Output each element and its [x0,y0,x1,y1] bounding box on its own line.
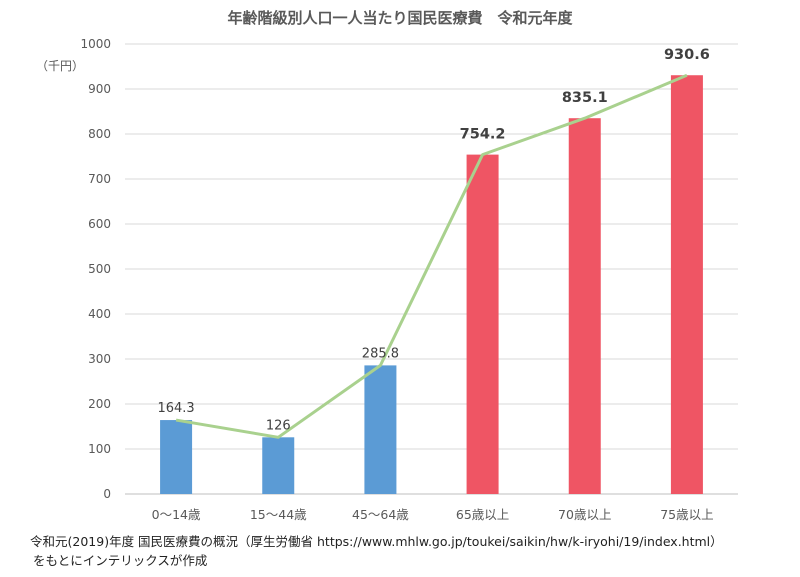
y-tick-label: 800 [88,127,111,141]
y-tick-label: 0 [103,487,111,501]
source-note: 令和元(2019)年度 国民医療費の概況（厚生労働省 https://www.m… [30,532,723,570]
y-tick-label: 100 [88,442,111,456]
source-note-line-1: 令和元(2019)年度 国民医療費の概況（厚生労働省 https://www.m… [30,534,723,549]
bar-2 [364,365,397,494]
y-axis-ticks: 0 100 200 300 400 500 600 700 800 900 1000 [80,37,111,501]
x-tick-label: 65歳以上 [456,507,509,522]
data-label: 930.6 [664,47,710,63]
data-label: 126 [266,418,291,433]
y-tick-label: 600 [88,217,111,231]
chart-title: 年齢階級別人口一人当たり国民医療費 令和元年度 [227,9,573,27]
y-tick-label: 300 [88,352,111,366]
trend-line [175,73,688,439]
data-label: 285.8 [362,346,399,361]
gridlines [125,43,738,495]
y-tick-label: 400 [88,307,111,321]
y-axis-unit-label: （千円） [36,59,84,73]
data-label: 835.1 [562,90,608,106]
data-labels: 164.3 126 285.8 754.2 835.1 930.6 [157,47,709,433]
x-tick-label: 15〜44歳 [250,507,307,522]
trend-line-group [175,73,688,439]
x-tick-label: 70歳以上 [558,507,611,522]
bar-0 [160,420,193,494]
x-tick-label: 45〜64歳 [352,507,409,522]
y-tick-label: 200 [88,397,111,411]
bar-line-chart: 年齢階級別人口一人当たり国民医療費 令和元年度 （千円） 0 100 200 300 4… [36,9,738,522]
source-note-line-2: をもとにインテリックスが作成 [33,553,208,568]
y-tick-label: 500 [88,262,111,276]
bars [160,75,703,495]
y-tick-label: 1000 [80,37,111,51]
bar-5 [670,75,703,494]
bar-4 [568,118,601,494]
y-tick-label: 700 [88,172,111,186]
x-axis-ticks: 0〜14歳 15〜44歳 45〜64歳 65歳以上 70歳以上 75歳以上 [152,507,714,522]
x-tick-label: 75歳以上 [660,507,713,522]
data-label: 754.2 [460,127,506,143]
bar-1 [262,437,295,494]
x-tick-label: 0〜14歳 [152,507,201,522]
bar-3 [466,154,499,495]
data-label: 164.3 [157,401,194,416]
y-tick-label: 900 [88,82,111,96]
